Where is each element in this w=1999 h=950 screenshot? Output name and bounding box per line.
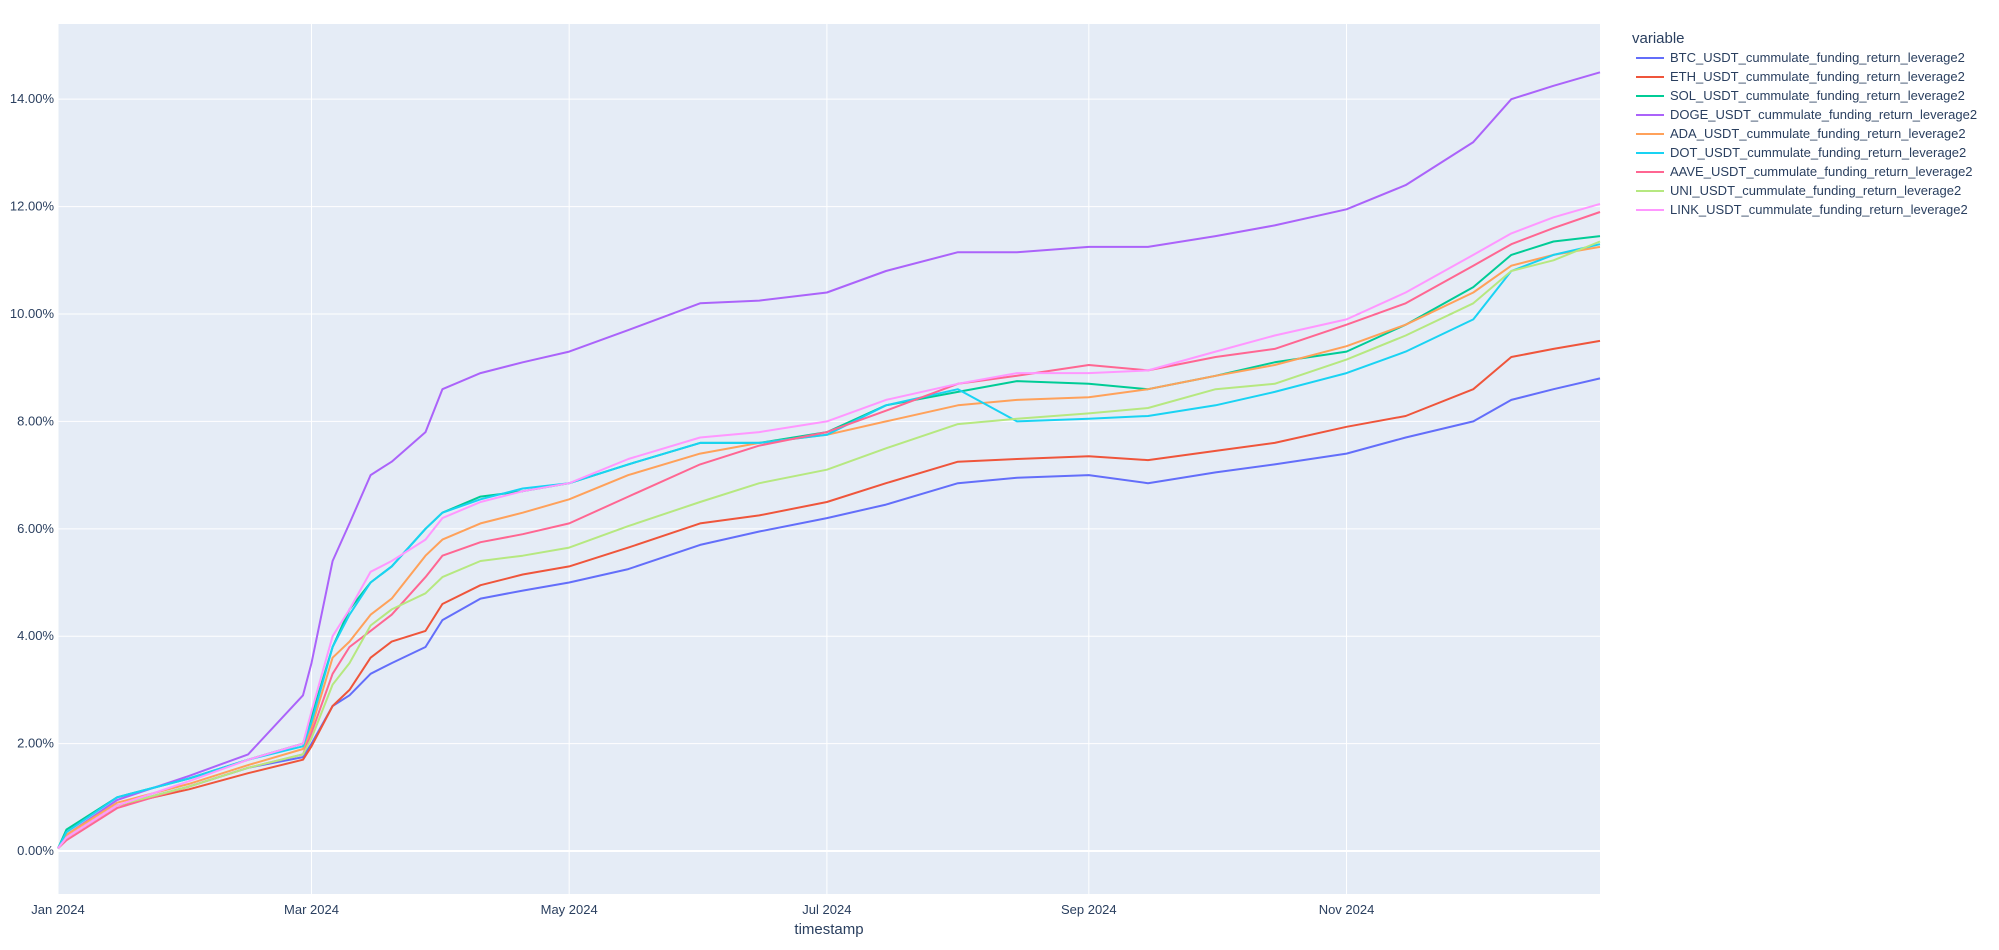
x-tick-label: Mar 2024	[284, 902, 339, 917]
y-tick-label: 12.00%	[10, 199, 55, 214]
x-tick-label: Sep 2024	[1061, 902, 1117, 917]
series-lines	[57, 71, 1601, 850]
y-tick-label: 10.00%	[10, 306, 55, 321]
x-tick-label: Jan 2024	[31, 902, 85, 917]
plot-background	[58, 24, 1600, 894]
series-line-eth	[57, 339, 1601, 850]
x-tick-label: Jul 2024	[802, 902, 851, 917]
y-tick-label: 0.00%	[17, 843, 54, 858]
series-line-link	[57, 202, 1601, 850]
y-tick-label: 8.00%	[17, 413, 54, 428]
x-axis-ticks: Jan 2024 Mar 2024 May 2024 Jul 2024 Sep 2024…	[31, 902, 1374, 917]
legend-item-label[interactable]: DOT_USDT_cummulate_funding_return_levera…	[1670, 145, 1966, 160]
legend-item-label[interactable]: ETH_USDT_cummulate_funding_return_levera…	[1670, 69, 1965, 84]
x-axis-title: timestamp	[794, 921, 863, 938]
legend-item-label[interactable]: UNI_USDT_cummulate_funding_return_levera…	[1670, 183, 1961, 198]
y-axis-ticks: 0.00% 2.00% 4.00% 6.00% 8.00% 10.00% 12.00% 14.…	[10, 91, 55, 858]
x-tick-label: May 2024	[541, 902, 598, 917]
y-tick-label: 4.00%	[17, 628, 54, 643]
grid-lines	[57, 24, 1600, 894]
legend-item-label[interactable]: BTC_USDT_cummulate_funding_return_levera…	[1670, 50, 1965, 65]
series-line-btc	[57, 377, 1601, 850]
x-tick-label: Nov 2024	[1319, 902, 1375, 917]
y-tick-label: 2.00%	[17, 736, 54, 751]
series-line-doge	[57, 71, 1601, 849]
series-line-dot	[57, 243, 1601, 849]
y-tick-label: 6.00%	[17, 521, 54, 536]
legend-item-label[interactable]: ADA_USDT_cummulate_funding_return_levera…	[1670, 126, 1966, 141]
legend-item-label[interactable]: AAVE_USDT_cummulate_funding_return_lever…	[1670, 164, 1973, 179]
legend-item-label[interactable]: LINK_USDT_cummulate_funding_return_lever…	[1670, 202, 1968, 217]
y-tick-label: 14.00%	[10, 91, 55, 106]
series-line-uni	[57, 240, 1601, 850]
legend-item-label[interactable]: SOL_USDT_cummulate_funding_return_levera…	[1670, 88, 1965, 103]
legend: variable BTC_USDT_cummulate_funding_retu…	[1632, 30, 1977, 217]
legend-title: variable	[1632, 30, 1685, 47]
legend-item-label[interactable]: DOGE_USDT_cummulate_funding_return_lever…	[1670, 107, 1977, 122]
series-line-ada	[57, 245, 1601, 849]
